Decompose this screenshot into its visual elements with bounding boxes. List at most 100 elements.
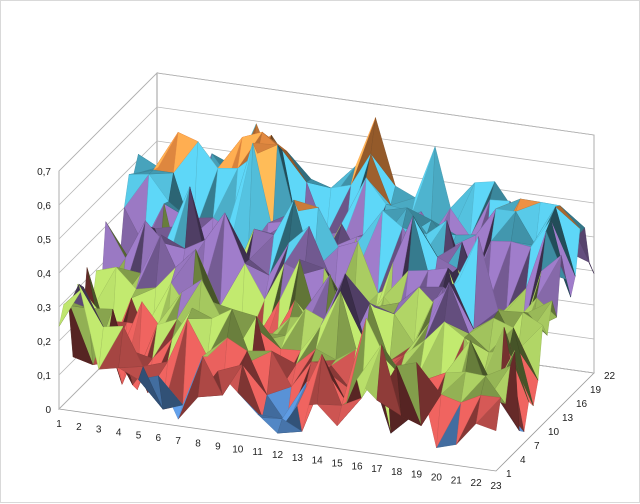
surface-facet (257, 414, 283, 419)
surface-facet (451, 234, 477, 247)
surface-facet (58, 287, 84, 327)
surface-facet (68, 300, 94, 366)
surface-facet (370, 117, 396, 187)
surface-facet (440, 371, 467, 396)
surface-facet (444, 282, 470, 334)
surface-facet (242, 350, 268, 396)
surface-facet (369, 303, 395, 315)
x-tick-label: 4 (116, 428, 122, 439)
surface-facet (555, 205, 581, 229)
surface-facet (341, 318, 367, 406)
surface-facet (331, 349, 356, 366)
surface-facet (306, 178, 332, 189)
x-tick-label: 22 (471, 478, 483, 489)
surface-facet (173, 132, 199, 174)
z-tick-label: 0,6 (37, 201, 51, 212)
x-tick-label: 16 (351, 461, 363, 472)
y-tick-label: 13 (562, 413, 574, 424)
z-tick-label: 0,5 (37, 235, 51, 246)
surface-facet (252, 142, 278, 154)
z-gridline (58, 140, 595, 240)
surface-facet (416, 361, 442, 427)
surface-facet (138, 365, 164, 410)
surface-facet (207, 308, 233, 357)
surface-facet (193, 141, 219, 236)
surface-facet (376, 344, 402, 417)
surface-facet (316, 354, 343, 406)
surface-facet (170, 249, 196, 284)
surface-facet (153, 132, 179, 171)
z-tick-label: 0,7 (37, 167, 51, 178)
surface-mesh (58, 117, 595, 448)
surface-facet (296, 325, 321, 365)
x-tick-label: 1 (56, 419, 62, 430)
y-tick-label: 16 (576, 399, 588, 410)
x-tick-label: 12 (272, 450, 284, 461)
surface-facet (202, 337, 228, 357)
z-tick-label: 0 (45, 405, 51, 416)
surface-facet (464, 333, 490, 353)
surface-facet (237, 363, 263, 418)
z-gridline (58, 106, 595, 206)
surface-facet (340, 273, 366, 342)
surface-facet (550, 206, 576, 277)
z-tick-label: 0,2 (37, 337, 51, 348)
surface-facet (152, 318, 178, 359)
x-tick-label: 3 (96, 425, 102, 436)
z-tick-label: 0,1 (37, 371, 51, 382)
surface-facet (160, 233, 186, 249)
x-tick-label: 19 (411, 470, 423, 481)
surface-facet (412, 215, 438, 258)
z-gridline (58, 72, 595, 172)
x-tick-label: 6 (156, 433, 162, 444)
surface-facet (217, 364, 243, 396)
surface-facet (280, 308, 306, 350)
x-tick-label: 20 (431, 473, 443, 484)
x-tick-label: 18 (391, 467, 403, 478)
y-tick-label: 10 (548, 427, 560, 438)
x-tick-label: 13 (292, 453, 304, 464)
surface-facet (400, 340, 425, 370)
surface-facet (350, 117, 376, 186)
surface-facet (130, 287, 156, 299)
surface-facet (473, 236, 499, 330)
surface-facet (341, 177, 367, 232)
surface-facet (197, 355, 223, 398)
y-tick-label: 7 (534, 441, 540, 452)
surface-facet (220, 212, 245, 306)
surface-facet (410, 146, 436, 218)
surface-facet (277, 418, 303, 434)
x-tick-label: 5 (136, 430, 142, 441)
surface-facet (510, 210, 536, 246)
x-tick-label: 8 (195, 439, 201, 450)
surface-facet (299, 259, 325, 275)
surface-facet (336, 397, 362, 427)
x-tick-label: 14 (312, 456, 324, 467)
x-tick-label: 10 (232, 444, 244, 455)
x-tick-label: 21 (451, 475, 463, 486)
surface-facet (460, 371, 486, 404)
surface-facet (78, 283, 104, 327)
surface-facet (515, 198, 542, 212)
x-tick-label: 2 (76, 422, 82, 433)
surface-facet (281, 149, 307, 183)
surface-facet (396, 365, 422, 427)
surface-facet (506, 241, 532, 312)
surface-facet (424, 282, 450, 341)
x-axis-ticks: 1 2 3 4 5 6 7 8 9 10 11 12 13 14 15 16 17 18 19 20 21 22 23 (56, 419, 502, 492)
surface-facet (456, 394, 482, 445)
surface-facet (284, 226, 310, 264)
x-tick-label: 23 (490, 481, 502, 492)
surface-facet (135, 234, 161, 290)
surface-facet (468, 317, 494, 334)
z-axis-ticks: 0 0,1 0,2 0,3 0,4 0,5 0,6 0,7 (37, 167, 51, 416)
y-tick-label: 19 (590, 385, 602, 396)
surface-facet (269, 199, 294, 276)
surface-facet (390, 185, 416, 206)
surface-facet (176, 279, 202, 320)
surface-facet (448, 281, 474, 330)
surface-facet (394, 286, 419, 315)
surface-facet (266, 350, 292, 396)
x-tick-label: 17 (371, 464, 383, 475)
surface-facet (490, 208, 517, 242)
